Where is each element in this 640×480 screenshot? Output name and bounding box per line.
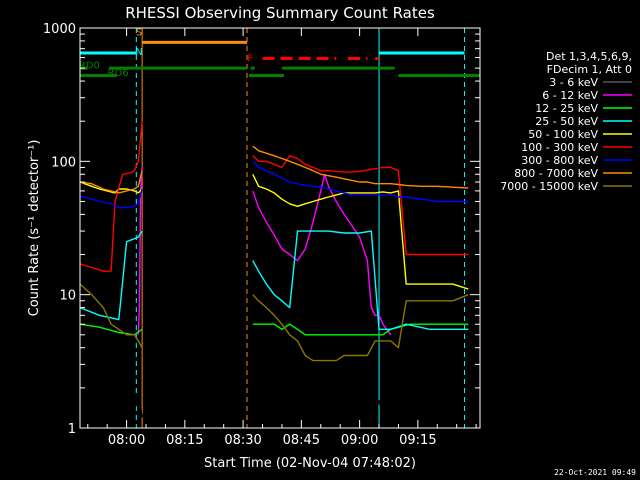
chart-title: RHESSI Observing Summary Count Rates	[125, 4, 435, 22]
annotation-rd6: RD6	[108, 68, 129, 79]
series-line-8-1	[252, 294, 469, 362]
legend-entry-label-0: 3 - 6 keV	[549, 76, 598, 89]
legend-entry-label-6: 300 - 800 keV	[521, 154, 598, 167]
legend-entry-label-7: 800 - 7000 keV	[514, 167, 598, 180]
series-line-8-0	[80, 283, 143, 349]
annotation-s: S	[136, 27, 142, 38]
plot-frame	[79, 27, 481, 429]
series-line-7-1	[252, 145, 469, 189]
series-line-0-0	[122, 393, 143, 428]
series-line-7-0	[80, 170, 143, 194]
legend-header-0: Det 1,3,4,5,6,9,	[546, 50, 632, 63]
legend-entry-label-4: 50 - 100 keV	[528, 128, 598, 141]
series-line-2-1	[252, 323, 469, 336]
timestamp-footer: 22-Oct-2021 09:49	[554, 468, 636, 477]
series-line-0-1	[252, 181, 391, 428]
series-line-6-0	[80, 188, 143, 209]
y-tick-label-2: 100	[51, 155, 76, 170]
plot-area: SN F RD0 RD6 08:00 08:15 08:30 08:45 09:00 09:15 1…	[43, 22, 481, 448]
x-tick-label-4: 09:00	[341, 433, 378, 448]
x-tick-label-3: 08:45	[283, 433, 320, 448]
y-axis-label: Count Rate (s⁻¹ detector⁻¹)	[27, 140, 42, 317]
series-line-3-1	[252, 230, 469, 330]
y-tick-label-1: 10	[59, 289, 76, 304]
annotation-rd0: RD0	[79, 61, 100, 72]
series-line-2-0	[80, 323, 143, 336]
legend-entry-label-3: 25 - 50 keV	[535, 115, 598, 128]
legend-entry-label-5: 100 - 300 keV	[521, 141, 598, 154]
x-tick-label-1: 08:15	[166, 433, 203, 448]
series-line-4-0	[80, 181, 143, 194]
series-line-5-0	[80, 121, 143, 272]
x-tick-label-2: 08:30	[224, 433, 261, 448]
series-line-1-1	[252, 173, 392, 336]
legend-header-1: FDecim 1, Att 0	[547, 63, 632, 76]
y-tick-label-3: 1000	[43, 22, 76, 37]
series-line-6-1	[252, 160, 469, 203]
y-tick-label-0: 1	[68, 422, 76, 437]
series-line-1-0	[137, 167, 143, 335]
x-tick-label-0: 08:00	[108, 433, 145, 448]
legend-entry-label-2: 12 - 25 keV	[535, 102, 598, 115]
annotation-f: F	[247, 54, 253, 65]
x-axis-label: Start Time (02-Nov-04 07:48:02)	[204, 456, 416, 471]
legend-entry-label-1: 6 - 12 keV	[542, 89, 598, 102]
legend: Det 1,3,4,5,6,9,FDecim 1, Att 03 - 6 keV…	[500, 50, 632, 193]
plot-inner: SN F RD0 RD6	[79, 27, 480, 428]
legend-entry-label-8: 7000 - 15000 keV	[500, 180, 598, 193]
series-line-5-1	[252, 155, 469, 256]
annotation-n: N	[135, 47, 142, 58]
x-tick-label-5: 09:15	[399, 433, 436, 448]
series-line-3-0	[80, 230, 143, 321]
